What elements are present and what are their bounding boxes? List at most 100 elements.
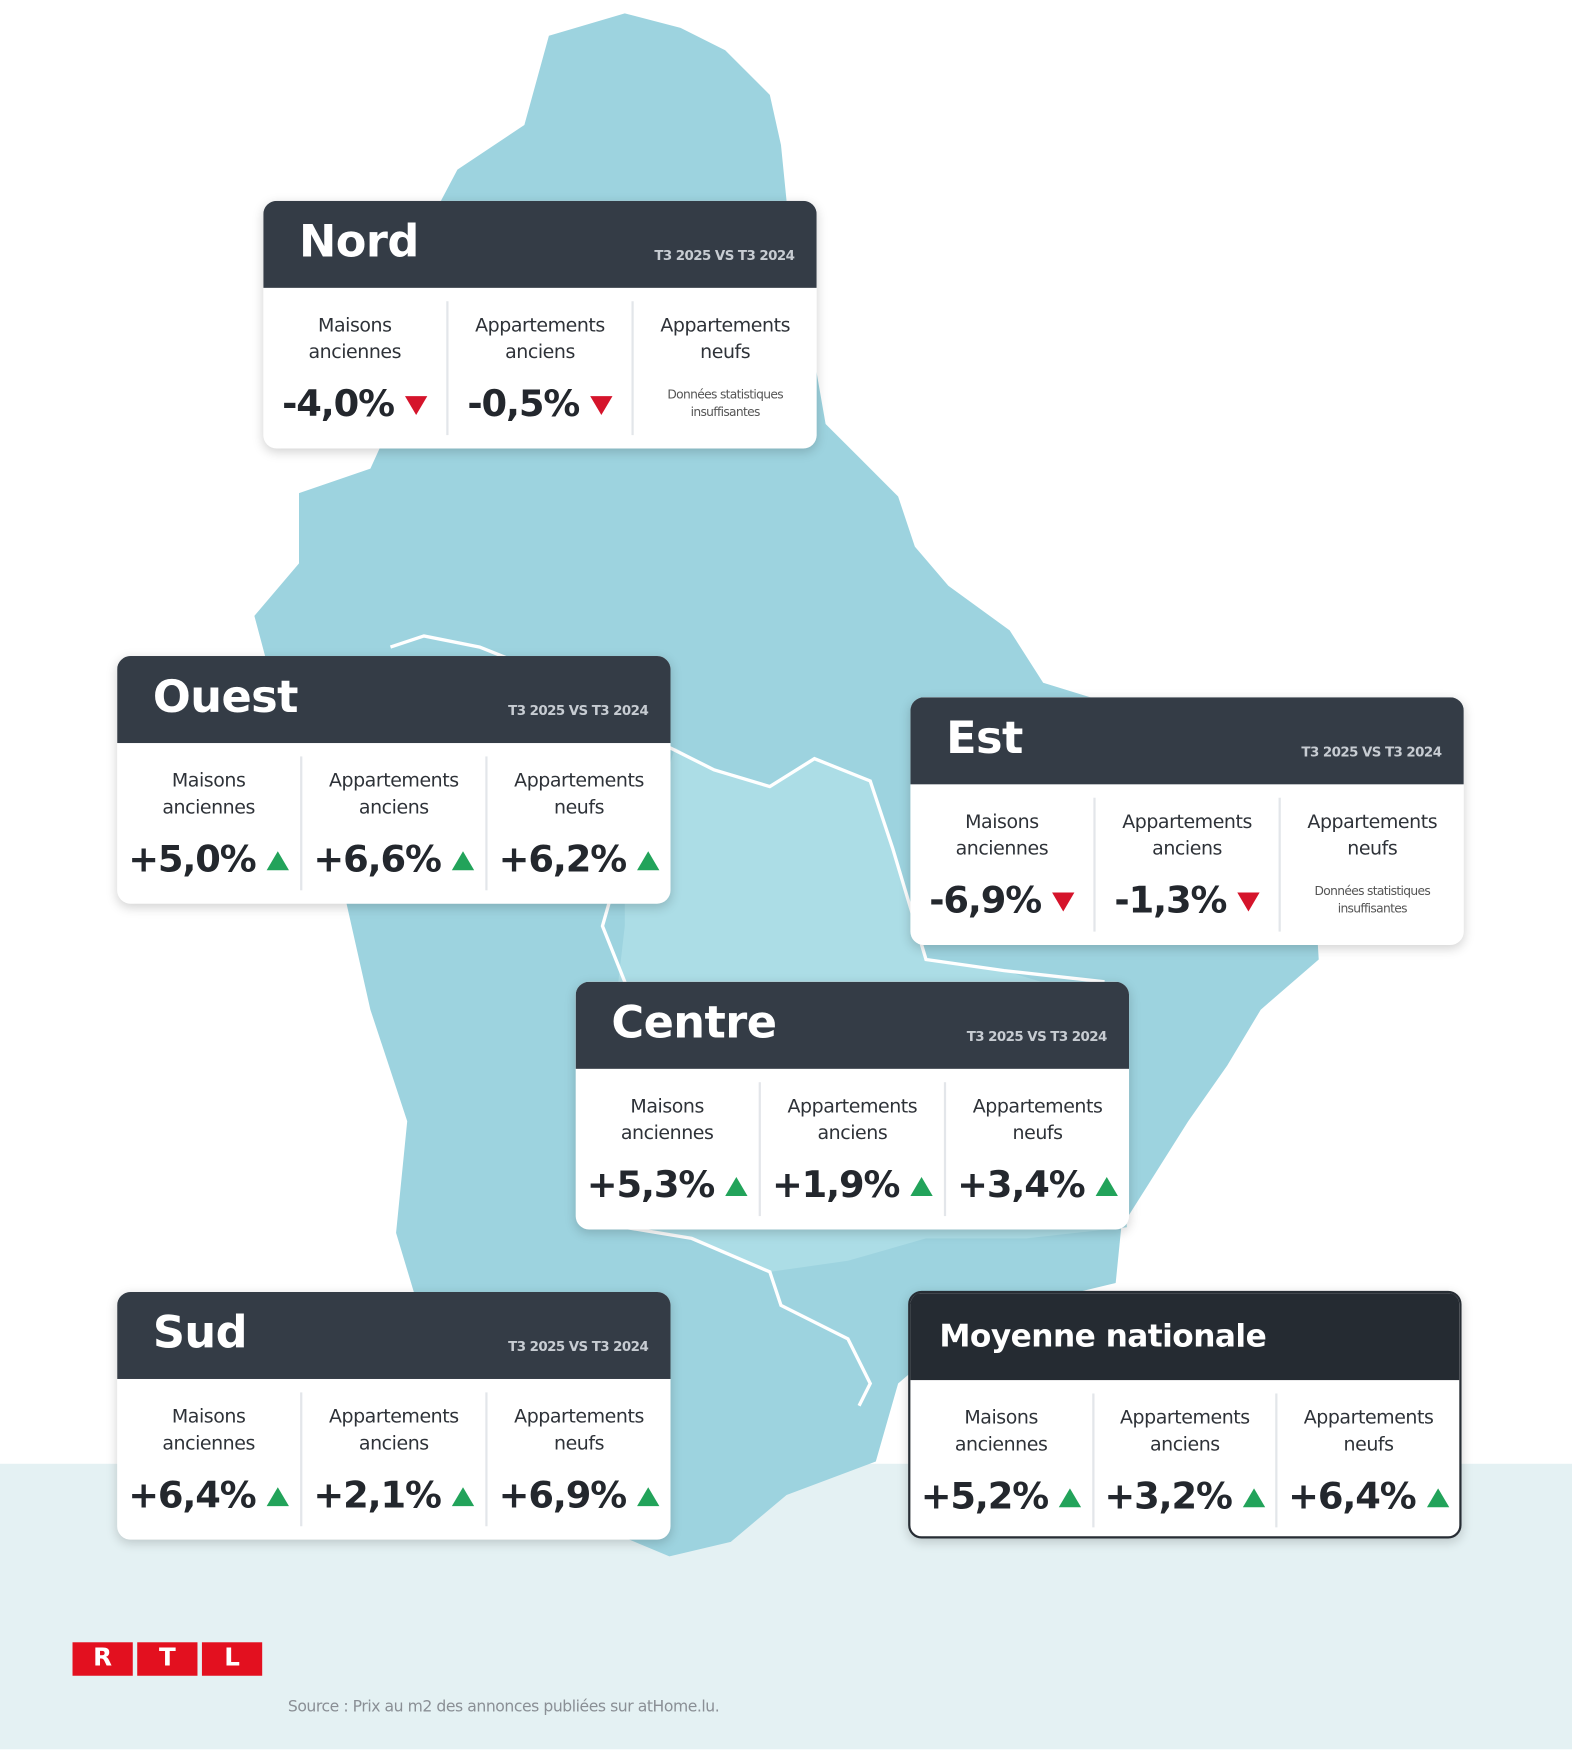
metric-value: -0,5% xyxy=(449,381,632,426)
trend-arrow xyxy=(637,1487,660,1507)
metric: Appartements neufs Données statistiques i… xyxy=(631,301,816,436)
metric-label: Appartements anciens xyxy=(1119,1406,1250,1456)
source-note: Source : Prix au m2 des annonces publiée… xyxy=(287,1698,720,1716)
metric: Appartements anciens +2,1% xyxy=(300,1392,485,1527)
region-card: Centre T3 2025 VS T3 2024 Maisons ancienne… xyxy=(575,981,1130,1230)
metric: Maisons anciennes +5,0% xyxy=(117,756,300,890)
metric-value: +5,2% xyxy=(910,1473,1091,1518)
metric-value: -6,9% xyxy=(910,878,1093,922)
metric: Maisons anciennes +6,4% xyxy=(117,1392,300,1526)
metric: Appartements anciens -0,5% xyxy=(446,301,632,436)
metric: Appartements neufs +6,4% xyxy=(1275,1393,1460,1528)
value-text: +6,6% xyxy=(313,836,442,881)
trend-arrow xyxy=(1052,892,1075,912)
card-header: Est T3 2025 VS T3 2024 xyxy=(910,697,1464,785)
value-text: +3,2% xyxy=(1104,1473,1233,1518)
trend-arrow xyxy=(451,851,475,871)
metric-value: +6,6% xyxy=(302,836,485,881)
trend-arrow xyxy=(1237,892,1260,912)
metric-note: Données statistiques insuffisantes xyxy=(667,387,783,420)
metric: Appartements neufs Données statistiques i… xyxy=(1278,797,1464,932)
period: T3 2025 VS T3 2024 xyxy=(966,1028,1108,1045)
metric: Maisons anciennes +5,2% xyxy=(910,1393,1091,1527)
metric-label: Appartements neufs xyxy=(1307,811,1438,861)
metric-label: Appartements anciens xyxy=(328,769,459,819)
value-text: +6,9% xyxy=(498,1472,628,1517)
card-header: Nord T3 2025 VS T3 2024 xyxy=(263,200,817,288)
metric-label: Appartements anciens xyxy=(1122,811,1252,861)
trend-arrow xyxy=(725,1177,748,1197)
trend-arrow xyxy=(1242,1488,1266,1508)
period: T3 2025 VS T3 2024 xyxy=(508,702,649,719)
trend-arrow xyxy=(405,396,428,416)
logo-letter: R xyxy=(72,1642,133,1676)
value-text: -1,3% xyxy=(1114,878,1227,922)
metric-value: +5,3% xyxy=(576,1162,759,1207)
region-card: Est T3 2025 VS T3 2024 Maisons anciennes -6… xyxy=(910,697,1464,945)
metric-label: Appartements neufs xyxy=(514,1405,644,1455)
metric-value: +3,2% xyxy=(1094,1473,1275,1518)
metric-label: Maisons anciennes xyxy=(620,1095,714,1145)
card-body: Maisons anciennes +5,0% Appartements ancie… xyxy=(117,743,670,904)
trend-arrow xyxy=(590,396,613,416)
metric-value: +6,4% xyxy=(1278,1473,1459,1518)
card-header: Moyenne nationale xyxy=(910,1293,1460,1381)
metric: Appartements neufs +6,2% xyxy=(485,756,671,891)
metric-label: Appartements neufs xyxy=(660,314,791,364)
metric: Appartements neufs +6,9% xyxy=(485,1392,671,1527)
value-text: +5,2% xyxy=(920,1473,1050,1518)
metric-label: Maisons anciennes xyxy=(955,811,1049,861)
metric-value: +6,9% xyxy=(488,1472,671,1517)
trend-arrow xyxy=(1095,1177,1119,1197)
metric-note: Données statistiques insuffisantes xyxy=(1314,883,1431,916)
metric-value: +6,2% xyxy=(488,837,671,880)
value-text: +2,1% xyxy=(313,1472,442,1517)
metric-value: -4,0% xyxy=(263,381,446,426)
metric: Maisons anciennes -6,9% xyxy=(910,798,1093,932)
metric-label: Maisons anciennes xyxy=(954,1406,1048,1456)
card-body: Maisons anciennes -4,0% Appartements ancie… xyxy=(263,288,816,449)
metric: Appartements anciens +6,6% xyxy=(300,756,485,891)
region-card: Moyenne nationale Maisons anciennes +5,2% A… xyxy=(908,1290,1462,1539)
card-header: Ouest T3 2025 VS T3 2024 xyxy=(117,656,671,744)
value-text: +6,4% xyxy=(128,1472,257,1517)
metric-value: +1,9% xyxy=(761,1163,944,1206)
logo-letter: T xyxy=(137,1642,198,1676)
logo-letter: L xyxy=(201,1642,263,1676)
region-name: Est xyxy=(946,712,1023,765)
metric: Maisons anciennes +5,3% xyxy=(576,1082,759,1216)
region-name: Nord xyxy=(299,216,419,268)
period: T3 2025 VS T3 2024 xyxy=(508,1338,649,1355)
metric-label: Maisons anciennes xyxy=(308,314,402,364)
metric: Appartements anciens +1,9% xyxy=(758,1082,944,1217)
metric: Appartements neufs +3,4% xyxy=(943,1082,1129,1217)
card-header: Centre T3 2025 VS T3 2024 xyxy=(575,981,1130,1069)
value-text: +6,4% xyxy=(1288,1473,1417,1518)
trend-arrow xyxy=(910,1177,933,1197)
metric-value: +3,4% xyxy=(946,1162,1129,1207)
value-text: +5,3% xyxy=(586,1162,716,1207)
region-card: Sud T3 2025 VS T3 2024 Maisons anciennes +6… xyxy=(117,1291,671,1540)
metric: Appartements anciens -1,3% xyxy=(1093,797,1278,932)
metric-value: +6,4% xyxy=(117,1472,300,1517)
region-card: Ouest T3 2025 VS T3 2024 Maisons anciennes… xyxy=(117,656,671,904)
value-text: -4,0% xyxy=(282,381,395,426)
metric-label: Appartements neufs xyxy=(514,769,644,819)
period: T3 2025 VS T3 2024 xyxy=(654,247,795,264)
trend-arrow xyxy=(266,1487,290,1507)
metric-value: +2,1% xyxy=(302,1472,485,1517)
metric-label: Appartements neufs xyxy=(1303,1406,1434,1456)
trend-arrow xyxy=(637,851,660,871)
metric: Appartements anciens +3,2% xyxy=(1091,1393,1276,1528)
value-text: +3,4% xyxy=(957,1162,1086,1207)
region-name: Sud xyxy=(152,1307,248,1359)
region-border xyxy=(600,746,873,1407)
trend-arrow xyxy=(266,851,290,871)
value-text: -0,5% xyxy=(467,381,580,426)
metric-value: +5,0% xyxy=(117,836,300,881)
value-text: +5,0% xyxy=(128,836,257,881)
region-name: Moyenne nationale xyxy=(939,1317,1267,1355)
